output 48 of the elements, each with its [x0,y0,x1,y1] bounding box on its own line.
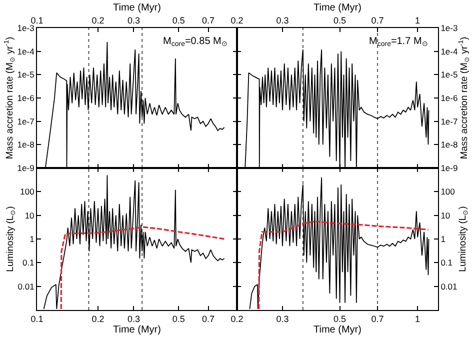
x-tick-label: 0.5 [172,15,185,26]
x-tick-label: 0.5 [172,314,185,324]
y-tick-label: 100 [20,186,35,197]
annotation: M$_{core}$=1.7 M$_{⊙}$ [369,36,428,48]
y-tick-label: 1e-7 [440,116,458,126]
y-tick-label: 1e-3 [17,22,35,33]
x-tick-label: 0.3 [127,15,140,26]
x-tick-label: 0.3 [276,15,289,26]
x-tick-label: 0.2 [230,314,244,324]
y-tick-label: 10 [24,210,35,220]
x-tick-label: 0.3 [276,314,289,324]
y-tick-label: 0.1 [22,258,35,268]
y-tick-label: 1e-3 [440,22,458,33]
y-tick-label: 1e-4 [17,46,35,56]
y-tick-label: 1e-6 [17,92,35,103]
y-tick-label: 1 [30,234,35,244]
x-tick-label: 0.2 [92,15,104,26]
y-tick-label: 0.1 [440,258,453,268]
x-axis-title: Time (Myr) [314,324,362,336]
y-tick-label: 1e-4 [440,46,458,56]
x-tick-label: 0.2 [230,15,244,26]
y-tick-label: 1e-5 [440,70,458,80]
y-tick-label: 1e-8 [440,140,458,150]
x-tick-label: 0.2 [92,314,104,324]
x-tick-label: 1 [415,314,420,324]
x-tick-label: 0.5 [334,15,346,26]
x-tick-label: 0.5 [334,314,346,324]
x-tick-label: 0.7 [371,15,384,26]
y-tick-label: 1 [440,234,446,244]
x-tick-label: 0.7 [202,314,215,324]
y-tick-label: 1e-6 [440,92,458,103]
y-tick-label: 0.01 [440,281,458,292]
y-tick-label: 100 [440,186,456,197]
y-tick-label: 1e-9 [440,162,458,173]
y-tick-label: 1e-8 [17,140,35,150]
annotation: M$_{core}$=0.85 M$_{⊙}$ [163,36,228,48]
x-tick-label: 1 [415,15,420,26]
x-axis-title: Time (Myr) [314,2,362,14]
x-axis-title: Time (Myr) [113,2,161,14]
x-axis-title: Time (Myr) [113,324,161,336]
y-tick-label: 1e-9 [17,162,35,173]
x-tick-label: 0.7 [371,314,384,324]
y-tick-label: 1e-7 [17,116,35,126]
x-tick-label: 0.3 [127,314,140,324]
y-tick-label: 0.01 [18,281,35,292]
x-tick-label: 0.7 [202,15,215,26]
y-tick-label: 10 [440,210,450,220]
y-tick-label: 1e-5 [17,70,35,80]
